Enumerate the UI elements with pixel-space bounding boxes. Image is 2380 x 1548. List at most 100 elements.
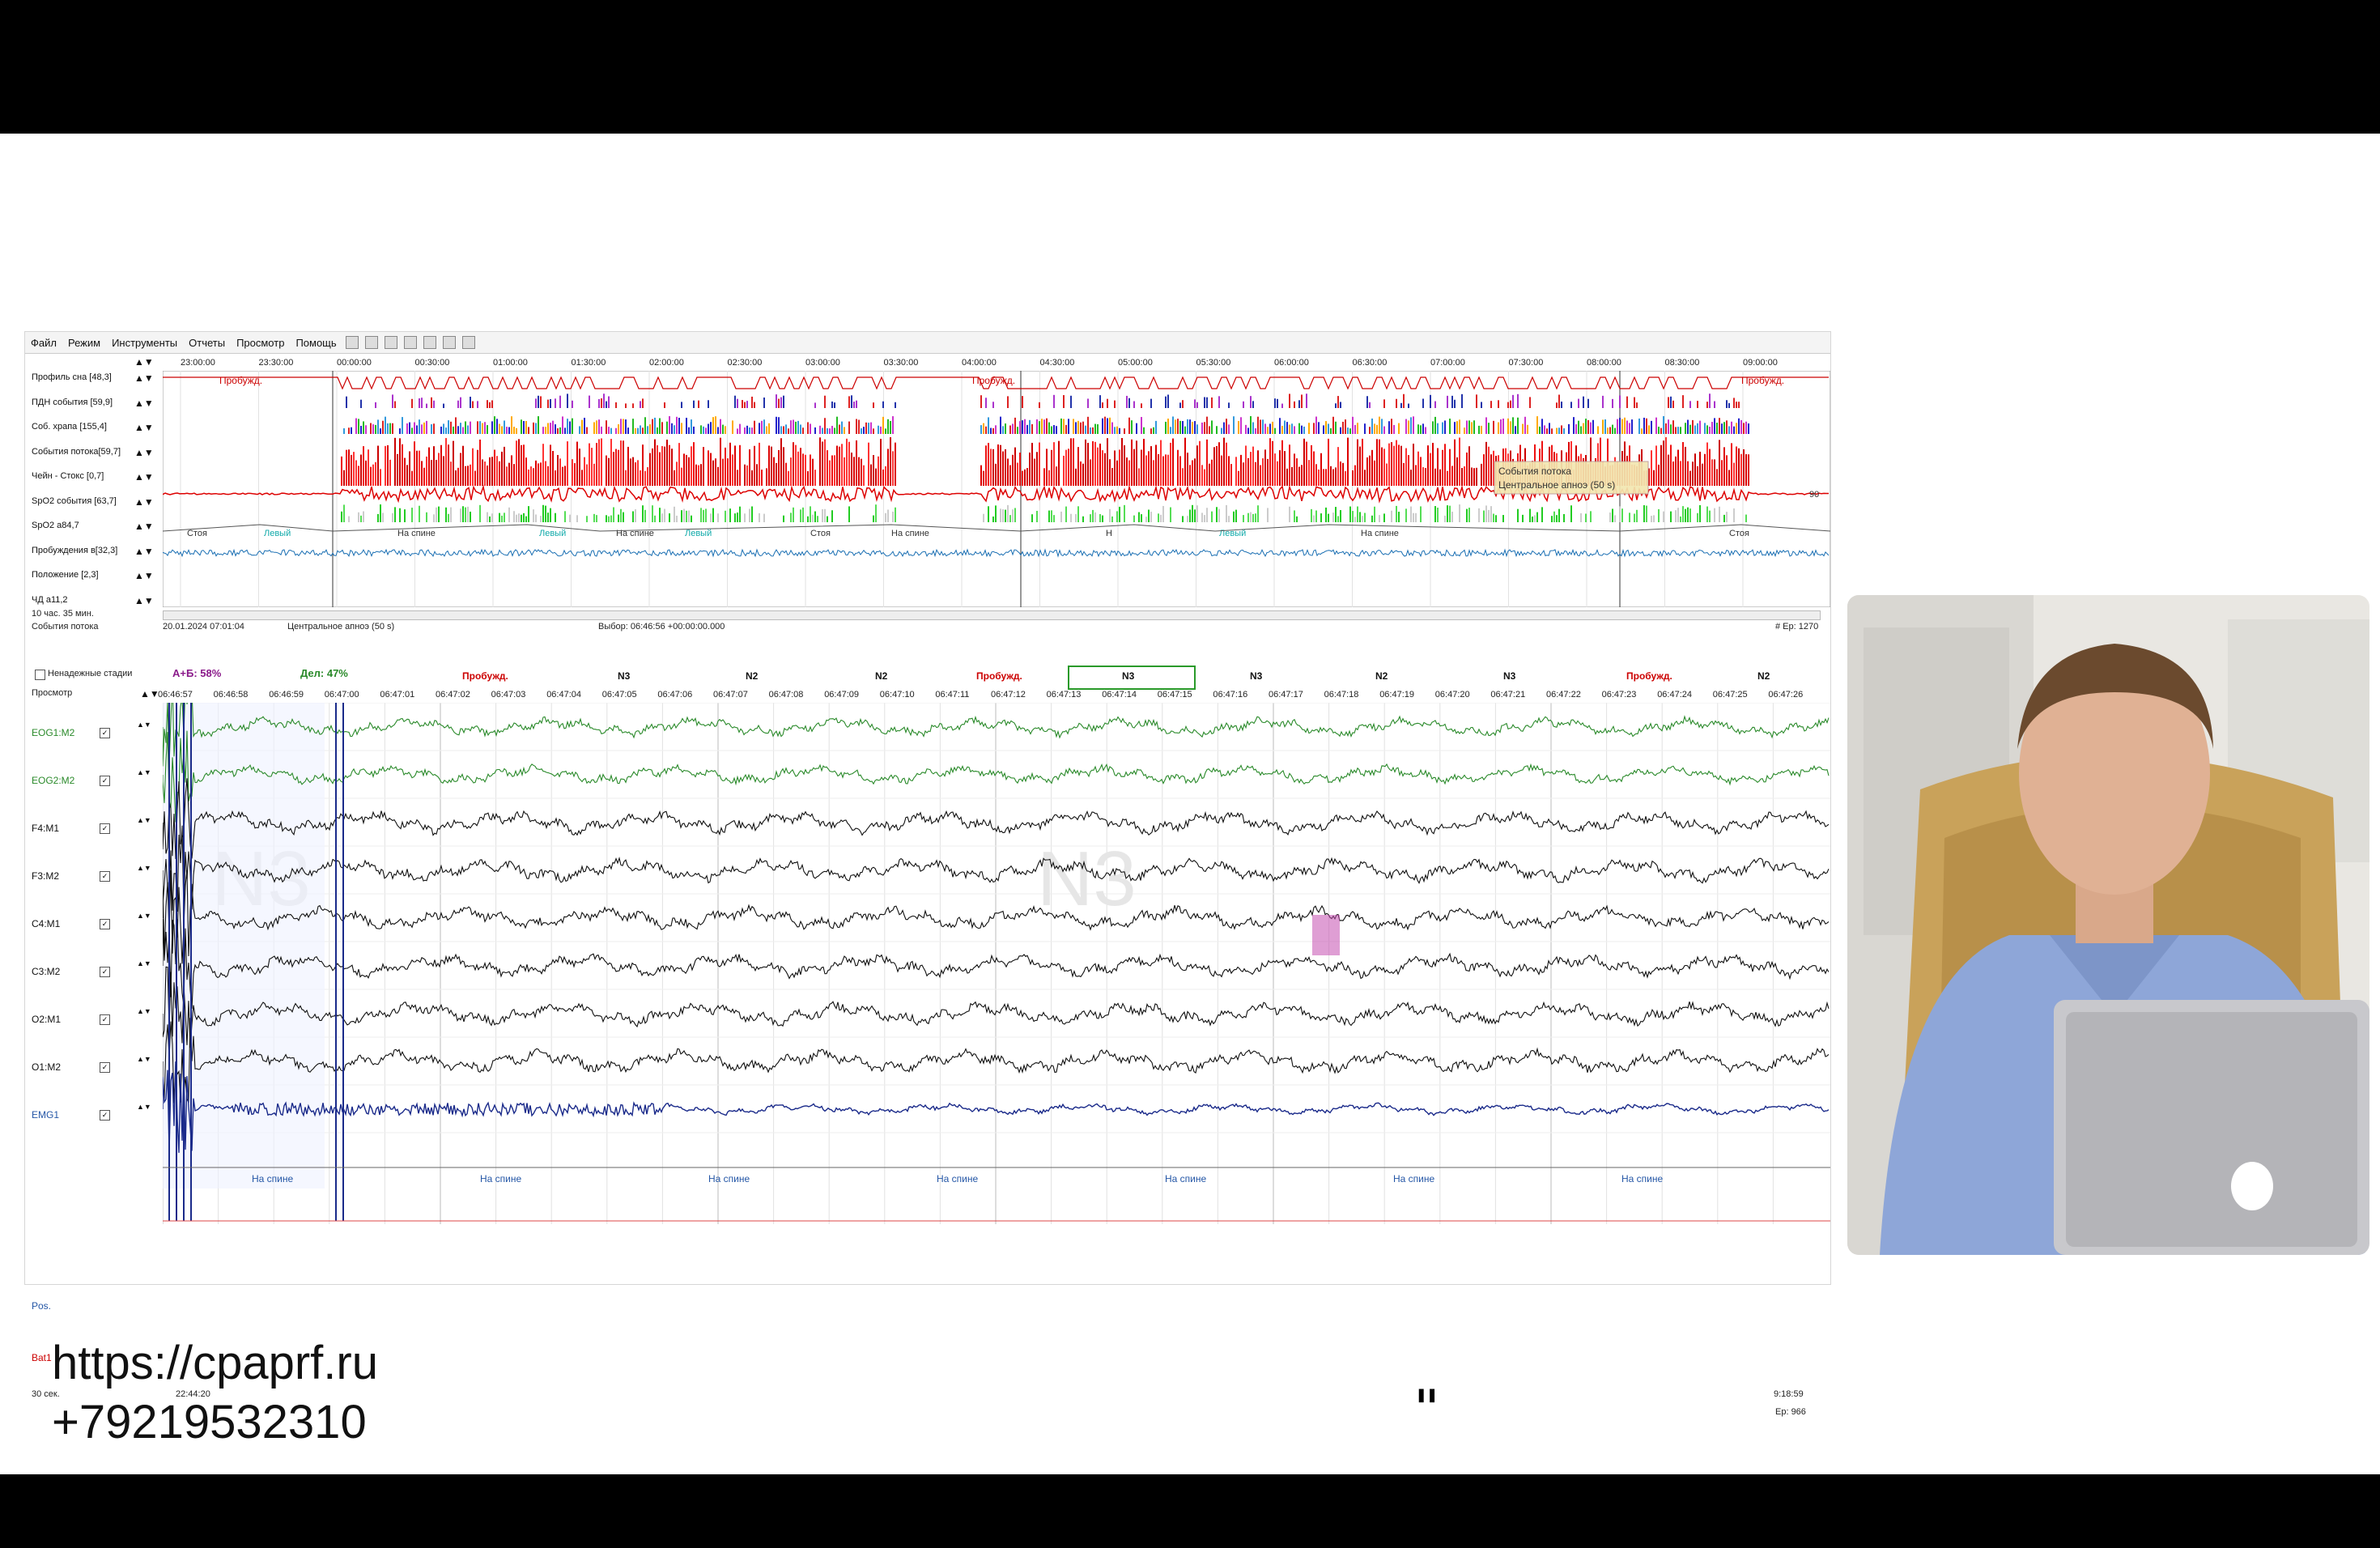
position-segment-label: Левый (685, 529, 712, 538)
channel-visible-checkbox[interactable]: ✓ (100, 871, 110, 882)
channel-gain-arrows-icon[interactable]: ▲▼ (137, 768, 151, 776)
channel-visible-checkbox[interactable]: ✓ (100, 1014, 110, 1025)
eeg-trace (163, 825, 1830, 914)
toolbar-settings-icon[interactable] (364, 336, 378, 349)
stage-epoch-label[interactable]: Пробужд. (462, 670, 508, 682)
stage-epoch-label[interactable]: Пробужд. (976, 670, 1022, 682)
eeg-channel-name[interactable]: O1:M2 (32, 1061, 62, 1073)
page-time-tick: 06:47:25 (1712, 690, 1748, 700)
pause-icon[interactable]: ❚❚ (1416, 1389, 1438, 1402)
stage-epoch-label[interactable]: N2 (875, 670, 888, 682)
marked-event-highlight[interactable] (1312, 915, 1340, 955)
stage-epoch-label[interactable]: N3 (618, 670, 631, 682)
current-epoch-box[interactable] (1068, 666, 1196, 690)
toolbar-copy-icon[interactable] (384, 336, 397, 349)
overview-time-tick: 01:30:00 (571, 358, 606, 368)
stage-epoch-label[interactable]: N3 (1122, 670, 1135, 682)
channel-visible-checkbox[interactable]: ✓ (100, 1110, 110, 1121)
menu-bar: Файл Режим Инструменты Отчеты Просмотр П… (25, 332, 1830, 354)
page-time-tick: 06:47:00 (324, 690, 359, 700)
overview-time-tick: 03:30:00 (883, 358, 919, 368)
channel-visible-checkbox[interactable]: ✓ (100, 1062, 110, 1073)
spo2-reference-value: 90 (1809, 490, 1819, 500)
channel-gain-arrows-icon[interactable]: ▲▼ (137, 864, 151, 872)
channel-visible-checkbox[interactable]: ✓ (100, 728, 110, 738)
page-scale-arrows-icon[interactable]: ▲▼ (140, 688, 159, 700)
overview-scale-arrows-icon[interactable]: ▲▼ (134, 356, 154, 368)
page-time-tick: 06:47:06 (657, 690, 693, 700)
stage-epoch-label[interactable]: N3 (1503, 670, 1516, 682)
overview-channel-label: Пробуждения в[32,3] (32, 545, 118, 555)
channel-gain-arrows-icon[interactable]: ▲▼ (137, 912, 151, 920)
channel-scale-arrows-icon[interactable]: ▲▼ (134, 545, 154, 557)
page-time-tick: 06:47:18 (1324, 690, 1359, 700)
eeg-channel-name[interactable]: F3:M2 (32, 870, 60, 882)
menu-reports[interactable]: Отчеты (189, 336, 226, 349)
channel-visible-checkbox[interactable]: ✓ (100, 919, 110, 929)
phone-number: +79219532310 (52, 1396, 367, 1448)
stage-epoch-label[interactable]: Пробужд. (1626, 670, 1672, 682)
toolbar-save-icon[interactable] (403, 336, 417, 349)
stage-epoch-label[interactable]: N3 (1250, 670, 1263, 682)
channel-scale-arrows-icon[interactable]: ▲▼ (134, 521, 154, 532)
channel-scale-arrows-icon[interactable]: ▲▼ (134, 397, 154, 409)
psg-software-window: Файл Режим Инструменты Отчеты Просмотр П… (24, 331, 1831, 1417)
menu-view[interactable]: Просмотр (236, 336, 285, 349)
eeg-channel-name[interactable]: EOG2:M2 (32, 775, 75, 786)
eeg-trace (163, 870, 1830, 964)
page-time-tick: 06:47:12 (991, 690, 1026, 700)
channel-gain-arrows-icon[interactable]: ▲▼ (137, 816, 151, 824)
eeg-trace (163, 1061, 1830, 1153)
channel-gain-arrows-icon[interactable]: ▲▼ (137, 721, 151, 729)
eeg-channel-name[interactable]: EOG1:M2 (32, 727, 75, 738)
overview-time-tick: 23:30:00 (258, 358, 294, 368)
toolbar-fft-icon[interactable] (423, 336, 436, 349)
channel-gain-arrows-icon[interactable]: ▲▼ (137, 959, 151, 968)
channel-scale-arrows-icon[interactable]: ▲▼ (134, 495, 154, 508)
channel-gain-arrows-icon[interactable]: ▲▼ (137, 1007, 151, 1015)
overview-scrollbar[interactable] (163, 610, 1821, 620)
stage-epoch-label[interactable]: N2 (1375, 670, 1388, 682)
channel-visible-checkbox[interactable]: ✓ (100, 823, 110, 834)
eeg-channel-name[interactable]: EMG1 (32, 1109, 60, 1121)
stage-epoch-label[interactable]: N2 (746, 670, 759, 682)
epoch-top: # Ep: 1270 (1775, 622, 1819, 632)
eeg-channel-name[interactable]: O2:M1 (32, 1014, 62, 1025)
window-length[interactable]: 30 сек. (32, 1389, 60, 1399)
overview-trends-graph[interactable]: Пробужд. Пробужд. Пробужд. 90 Стоя Левый На сп… (163, 371, 1830, 607)
channel-scale-arrows-icon[interactable]: ▲▼ (134, 570, 154, 581)
menu-file[interactable]: Файл (31, 336, 57, 349)
channel-scale-arrows-icon[interactable]: ▲▼ (134, 594, 154, 606)
overview-time-tick: 05:00:00 (1118, 358, 1153, 368)
channel-visible-checkbox[interactable]: ✓ (100, 776, 110, 786)
svg-text:События потока: События потока (1498, 466, 1571, 477)
toolbar-print-icon[interactable] (345, 336, 359, 349)
page-time-tick: 06:47:19 (1379, 690, 1415, 700)
position-segment-label: Стоя (187, 529, 207, 538)
channel-visible-checkbox[interactable]: ✓ (100, 967, 110, 977)
channel-scale-arrows-icon[interactable]: ▲▼ (134, 446, 154, 458)
menu-mode[interactable]: Режим (67, 336, 101, 349)
menu-tools[interactable]: Инструменты (112, 336, 178, 349)
unreliable-stages-checkbox[interactable] (35, 670, 45, 680)
page-time-tick: 06:47:15 (1157, 690, 1192, 700)
channel-scale-arrows-icon[interactable]: ▲▼ (134, 372, 154, 384)
toolbar-monitor-icon[interactable] (442, 336, 456, 349)
eeg-channel-name[interactable]: F4:M1 (32, 823, 60, 834)
toolbar-dropdown-icon[interactable] (461, 336, 475, 349)
eeg-channel-name[interactable]: C4:M1 (32, 918, 61, 929)
position-channel-label: Pos. (32, 1300, 52, 1312)
stage-epoch-label[interactable]: N2 (1757, 670, 1770, 682)
channel-scale-arrows-icon[interactable]: ▲▼ (134, 471, 154, 483)
unreliable-stages-label: Ненадежные стадии (48, 669, 133, 678)
channel-gain-arrows-icon[interactable]: ▲▼ (137, 1103, 151, 1111)
eeg-channel-name[interactable]: C3:M2 (32, 966, 61, 977)
page-time-tick: 06:46:57 (158, 690, 193, 700)
channel-gain-arrows-icon[interactable]: ▲▼ (137, 1055, 151, 1063)
menu-help[interactable]: Помощь (295, 336, 337, 349)
channel-scale-arrows-icon[interactable]: ▲▼ (134, 422, 154, 433)
eeg-trace (163, 1018, 1830, 1104)
overview-time-tick: 09:00:00 (1743, 358, 1778, 368)
hypnogram-label: Пробужд. (972, 375, 1015, 386)
